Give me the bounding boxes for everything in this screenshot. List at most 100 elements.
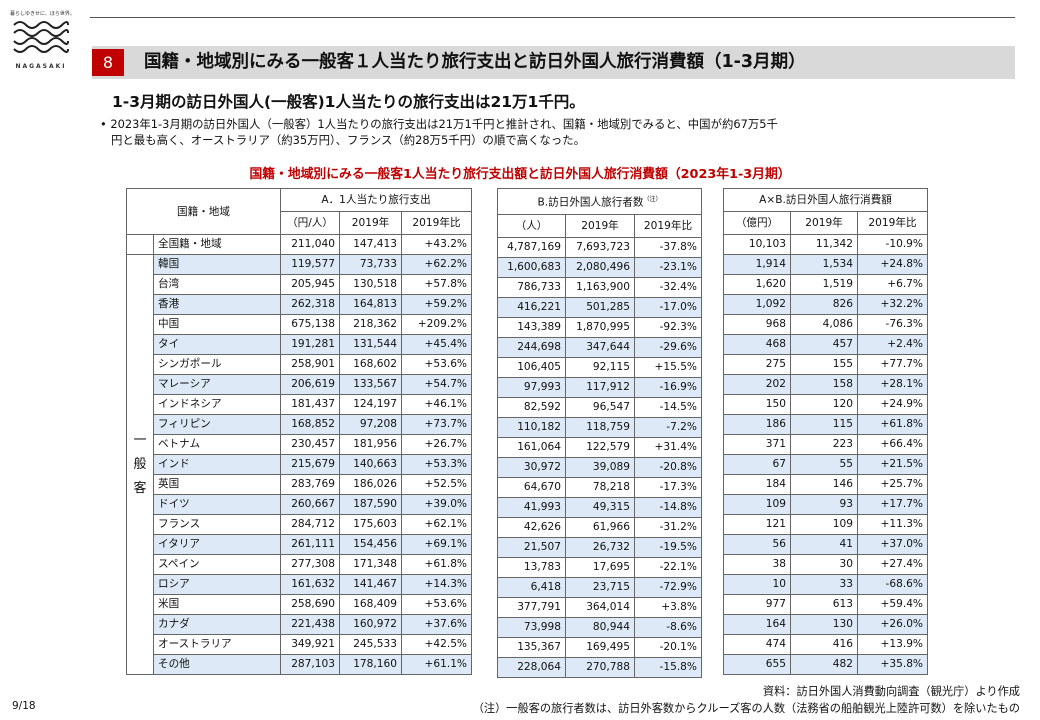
visitors-2023: 4,787,169: [497, 236, 566, 258]
visitors-2023: 82,592: [497, 396, 566, 418]
spend-2023: 260,667: [280, 494, 340, 515]
spend-2023: 181,437: [280, 394, 340, 415]
visitors-2023: 64,670: [497, 476, 566, 498]
table-row: 10,103 11,342 -10.9%: [723, 234, 928, 255]
consumption-2023: 968: [723, 314, 791, 335]
spend-2023: 221,438: [280, 614, 340, 635]
country-name: スペイン: [153, 554, 281, 575]
visitors-2023: 41,993: [497, 496, 566, 518]
consumption-2023: 977: [723, 594, 791, 615]
visitors-ratio: -29.6%: [634, 336, 702, 358]
consumption-2019: 109: [790, 514, 858, 535]
consumption-2023: 1,620: [723, 274, 791, 295]
consumption-2019: 93: [790, 494, 858, 515]
spend-ratio: +42.5%: [401, 634, 472, 655]
country-name: マレーシア: [153, 374, 281, 395]
table-row: 30,972 39,089 -20.8%: [497, 456, 702, 478]
spend-2023: 215,679: [280, 454, 340, 475]
visitors-ratio: -31.2%: [634, 516, 702, 538]
consumption-2023: 10,103: [723, 234, 791, 255]
spend-ratio: +52.5%: [401, 474, 472, 495]
consumption-ratio: +13.9%: [857, 634, 928, 655]
group-label: 一般客: [126, 254, 154, 675]
consumption-2023: 67: [723, 454, 791, 475]
table-row: 97,993 117,912 -16.9%: [497, 376, 702, 398]
visitors-2019: 364,014: [565, 596, 635, 618]
table-row: 67 55 +21.5%: [723, 454, 928, 475]
country-name: 全国籍・地域: [153, 234, 281, 255]
visitors-ratio: -14.5%: [634, 396, 702, 418]
visitors-ratio: -32.4%: [634, 276, 702, 298]
consumption-2023: 275: [723, 354, 791, 375]
spend-2019: 141,467: [339, 574, 402, 595]
table-row: 73,998 80,944 -8.6%: [497, 616, 702, 638]
visitors-2023: 42,626: [497, 516, 566, 538]
table-row: 1,914 1,534 +24.8%: [723, 254, 928, 275]
spend-2019: 133,567: [339, 374, 402, 395]
visitors-2019: 501,285: [565, 296, 635, 318]
spend-2023: 230,457: [280, 434, 340, 455]
visitors-2023: 786,733: [497, 276, 566, 298]
spend-2023: 258,690: [280, 594, 340, 615]
visitors-2019: 39,089: [565, 456, 635, 478]
spend-ratio: +53.6%: [401, 354, 472, 375]
table-row: 468 457 +2.4%: [723, 334, 928, 355]
visitors-2019: 26,732: [565, 536, 635, 558]
table-per-capita-spending: 国籍・地域 A．1人当たり旅行支出 （円/人） 2019年 2019年比 全国籍…: [126, 188, 472, 675]
spend-ratio: +69.1%: [401, 534, 472, 555]
visitors-ratio: -19.5%: [634, 536, 702, 558]
consumption-2019: 4,086: [790, 314, 858, 335]
spend-ratio: +45.4%: [401, 334, 472, 355]
table-row: 202 158 +28.1%: [723, 374, 928, 395]
table-row: 275 155 +77.7%: [723, 354, 928, 375]
headline: 1-3月期の訪日外国人(一般客)1人当たりの旅行支出は21万1千円。: [112, 93, 585, 111]
visitors-ratio: -72.9%: [634, 576, 702, 598]
consumption-2023: 38: [723, 554, 791, 575]
spend-2019: 218,362: [339, 314, 402, 335]
country-name: オーストラリア: [153, 634, 281, 655]
source-note: 資料：訪日外国人消費動向調査（観光庁）より作成: [762, 685, 1020, 698]
table-row: 香港 262,318 164,813 +59.2%: [127, 294, 472, 315]
visitors-2019: 96,547: [565, 396, 635, 418]
table-row: 41,993 49,315 -14.8%: [497, 496, 702, 518]
spend-2019: 147,413: [339, 234, 402, 255]
visitors-2023: 6,418: [497, 576, 566, 598]
consumption-2023: 186: [723, 414, 791, 435]
visitors-ratio: -14.8%: [634, 496, 702, 518]
spend-2023: 211,040: [280, 234, 340, 255]
table-row: 英国 283,769 186,026 +52.5%: [127, 474, 472, 495]
visitors-2023: 416,221: [497, 296, 566, 318]
section-title-bar: 8 国籍・地域別にみる一般客１人当たり旅行支出と訪日外国人旅行消費額（1-3月期…: [92, 46, 1015, 79]
consumption-2019: 1,534: [790, 254, 858, 275]
country-name: シンガポール: [153, 354, 281, 375]
spend-ratio: +73.7%: [401, 414, 472, 435]
section-a-2019: 2019年: [339, 211, 402, 235]
table-row: 121 109 +11.3%: [723, 514, 928, 535]
summary-line-1: • 2023年1-3月期の訪日外国人（一般客）1人当たりの旅行支出は21万1千円…: [100, 117, 778, 131]
consumption-ratio: +66.4%: [857, 434, 928, 455]
visitors-2019: 78,218: [565, 476, 635, 498]
table-row: 474 416 +13.9%: [723, 634, 928, 655]
visitors-2023: 97,993: [497, 376, 566, 398]
visitors-2019: 1,163,900: [565, 276, 635, 298]
consumption-2023: 1,092: [723, 294, 791, 315]
table-row: その他 287,103 178,160 +61.1%: [127, 654, 472, 675]
consumption-2019: 416: [790, 634, 858, 655]
table-row: 109 93 +17.7%: [723, 494, 928, 515]
table-row: 228,064 270,788 -15.8%: [497, 656, 702, 678]
spend-2019: 124,197: [339, 394, 402, 415]
table-row: フィリピン 168,852 97,208 +73.7%: [127, 414, 472, 435]
table-row: フランス 284,712 175,603 +62.1%: [127, 514, 472, 535]
group-spacer: [126, 234, 154, 255]
table-row: 1,620 1,519 +6.7%: [723, 274, 928, 295]
spend-2023: 161,632: [280, 574, 340, 595]
country-name: フランス: [153, 514, 281, 535]
spend-ratio: +59.2%: [401, 294, 472, 315]
section-b-note-mark: （注）: [643, 196, 662, 203]
consumption-2019: 826: [790, 294, 858, 315]
country-name: インドネシア: [153, 394, 281, 415]
country-name: ベトナム: [153, 434, 281, 455]
page-title: 国籍・地域別にみる一般客１人当たり旅行支出と訪日外国人旅行消費額（1-3月期）: [144, 52, 806, 72]
section-b-2019: 2019年: [565, 213, 635, 238]
table-row: オーストラリア 349,921 245,533 +42.5%: [127, 634, 472, 655]
